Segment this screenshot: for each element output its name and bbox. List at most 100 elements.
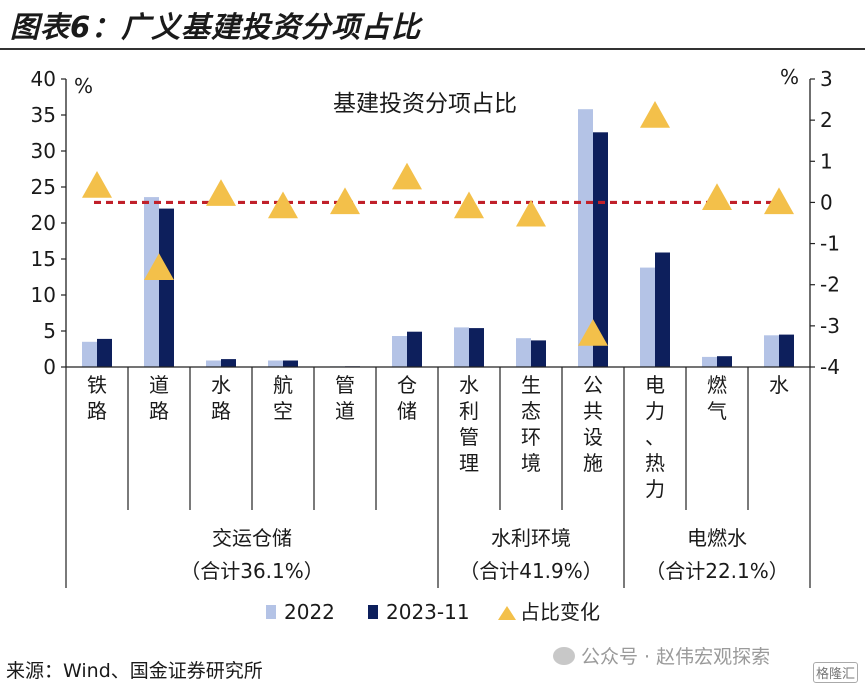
category-label-8: 公 xyxy=(583,373,603,397)
bar-2023-11-1 xyxy=(159,208,174,367)
bar-2022-10 xyxy=(702,356,717,367)
bar-2023-11-10 xyxy=(717,356,732,367)
legend-swatch-0 xyxy=(266,605,276,619)
category-label-9: 力 xyxy=(645,477,665,501)
change-marker-10 xyxy=(702,183,732,210)
category-label-5: 储 xyxy=(397,399,417,423)
category-label-3: 航 xyxy=(273,373,293,397)
group-total-1: （合计41.9%） xyxy=(459,559,603,583)
bar-2022-8 xyxy=(578,109,593,367)
change-marker-8 xyxy=(578,319,608,346)
category-label-10: 燃 xyxy=(707,373,727,397)
change-marker-9 xyxy=(640,101,670,128)
bar-2023-11-5 xyxy=(407,331,422,367)
watermark-logo: 格隆汇 xyxy=(813,662,859,683)
bar-2022-7 xyxy=(516,338,531,367)
bar-2022-9 xyxy=(640,267,655,367)
group-label-1: 水利环境 xyxy=(491,526,571,550)
y-right-tick-label: 1 xyxy=(820,149,833,173)
bar-2023-11-11 xyxy=(779,334,794,367)
category-label-1: 路 xyxy=(149,399,169,423)
change-marker-7 xyxy=(516,199,546,227)
title-rule xyxy=(0,48,865,50)
bar-2023-11-9 xyxy=(655,252,670,367)
category-label-7: 生 xyxy=(521,373,541,397)
legend-label-0: 2022 xyxy=(284,600,335,624)
category-label-9: 电 xyxy=(645,373,665,397)
bar-2023-11-3 xyxy=(283,360,298,367)
y-right-tick-label: 3 xyxy=(820,67,833,91)
category-label-4: 道 xyxy=(335,399,355,423)
y-left-tick-label: 35 xyxy=(31,103,56,127)
group-total-2: （合计22.1%） xyxy=(645,559,789,583)
bar-2023-11-7 xyxy=(531,340,546,367)
category-label-0: 铁 xyxy=(87,373,107,397)
watermark: 公众号 · 赵伟宏观探索 xyxy=(553,642,770,669)
y-right-tick-label: 2 xyxy=(820,108,833,132)
bar-2023-11-6 xyxy=(469,328,484,367)
change-marker-2 xyxy=(206,179,236,206)
y-left-tick-label: 5 xyxy=(43,319,56,343)
change-marker-0 xyxy=(82,171,112,198)
change-marker-5 xyxy=(392,162,422,190)
group-label-0: 交运仓储 xyxy=(212,526,292,550)
y-left-tick-label: 10 xyxy=(31,283,56,307)
change-marker-6 xyxy=(454,191,484,219)
figure-title: 图表6：广义基建投资分项占比 xyxy=(10,10,422,44)
category-label-2: 路 xyxy=(211,399,231,423)
bar-2023-11-8 xyxy=(593,132,608,367)
bar-2022-0 xyxy=(82,341,97,367)
y-right-tick-label: -1 xyxy=(820,232,840,256)
y-left-tick-label: 15 xyxy=(31,247,56,271)
category-label-1: 道 xyxy=(149,373,169,397)
category-label-6: 理 xyxy=(459,451,479,475)
category-label-5: 仓 xyxy=(397,373,417,397)
category-label-9: 力 xyxy=(645,399,665,423)
category-label-8: 施 xyxy=(583,451,603,475)
y-right-unit: % xyxy=(780,65,799,89)
group-total-0: （合计36.1%） xyxy=(180,559,324,583)
category-label-9: 、 xyxy=(645,425,665,449)
category-label-7: 境 xyxy=(521,451,541,475)
category-label-6: 管 xyxy=(459,425,479,449)
category-label-8: 设 xyxy=(583,425,603,449)
wechat-icon xyxy=(553,646,575,665)
y-right-tick-label: -4 xyxy=(820,355,840,379)
legend-swatch-1 xyxy=(368,605,378,619)
change-marker-3 xyxy=(268,191,298,219)
category-label-4: 管 xyxy=(335,373,355,397)
category-label-11: 水 xyxy=(769,373,789,397)
legend-label-1: 2023-11 xyxy=(386,600,470,624)
category-label-10: 气 xyxy=(707,399,727,423)
y-left-tick-label: 0 xyxy=(43,355,56,379)
category-label-9: 热 xyxy=(645,451,665,475)
y-left-tick-label: 20 xyxy=(31,211,56,235)
y-right-tick-label: -2 xyxy=(820,273,840,297)
bar-2022-1 xyxy=(144,197,159,367)
category-label-7: 态 xyxy=(521,399,541,423)
bar-2022-6 xyxy=(454,327,469,367)
category-label-3: 空 xyxy=(273,399,293,423)
category-label-6: 水 xyxy=(459,373,479,397)
bar-2022-2 xyxy=(206,360,221,367)
y-left-tick-label: 25 xyxy=(31,175,56,199)
y-left-unit: % xyxy=(74,74,93,98)
bar-2023-11-0 xyxy=(97,338,112,367)
category-label-8: 共 xyxy=(583,399,603,423)
legend-label-2: 占比变化 xyxy=(520,600,600,624)
category-label-7: 环 xyxy=(521,425,541,449)
change-marker-1 xyxy=(144,253,174,280)
y-left-tick-label: 40 xyxy=(31,67,56,91)
bar-2022-11 xyxy=(764,335,779,367)
change-marker-11 xyxy=(764,187,794,215)
category-label-2: 水 xyxy=(211,373,231,397)
y-right-tick-label: 0 xyxy=(820,190,833,214)
bar-2022-3 xyxy=(268,360,283,367)
change-marker-4 xyxy=(330,187,360,215)
legend-swatch-2 xyxy=(498,606,516,620)
bar-2022-5 xyxy=(392,336,407,367)
category-label-0: 路 xyxy=(87,399,107,423)
bar-2023-11-2 xyxy=(221,359,236,367)
y-right-tick-label: -3 xyxy=(820,314,840,338)
